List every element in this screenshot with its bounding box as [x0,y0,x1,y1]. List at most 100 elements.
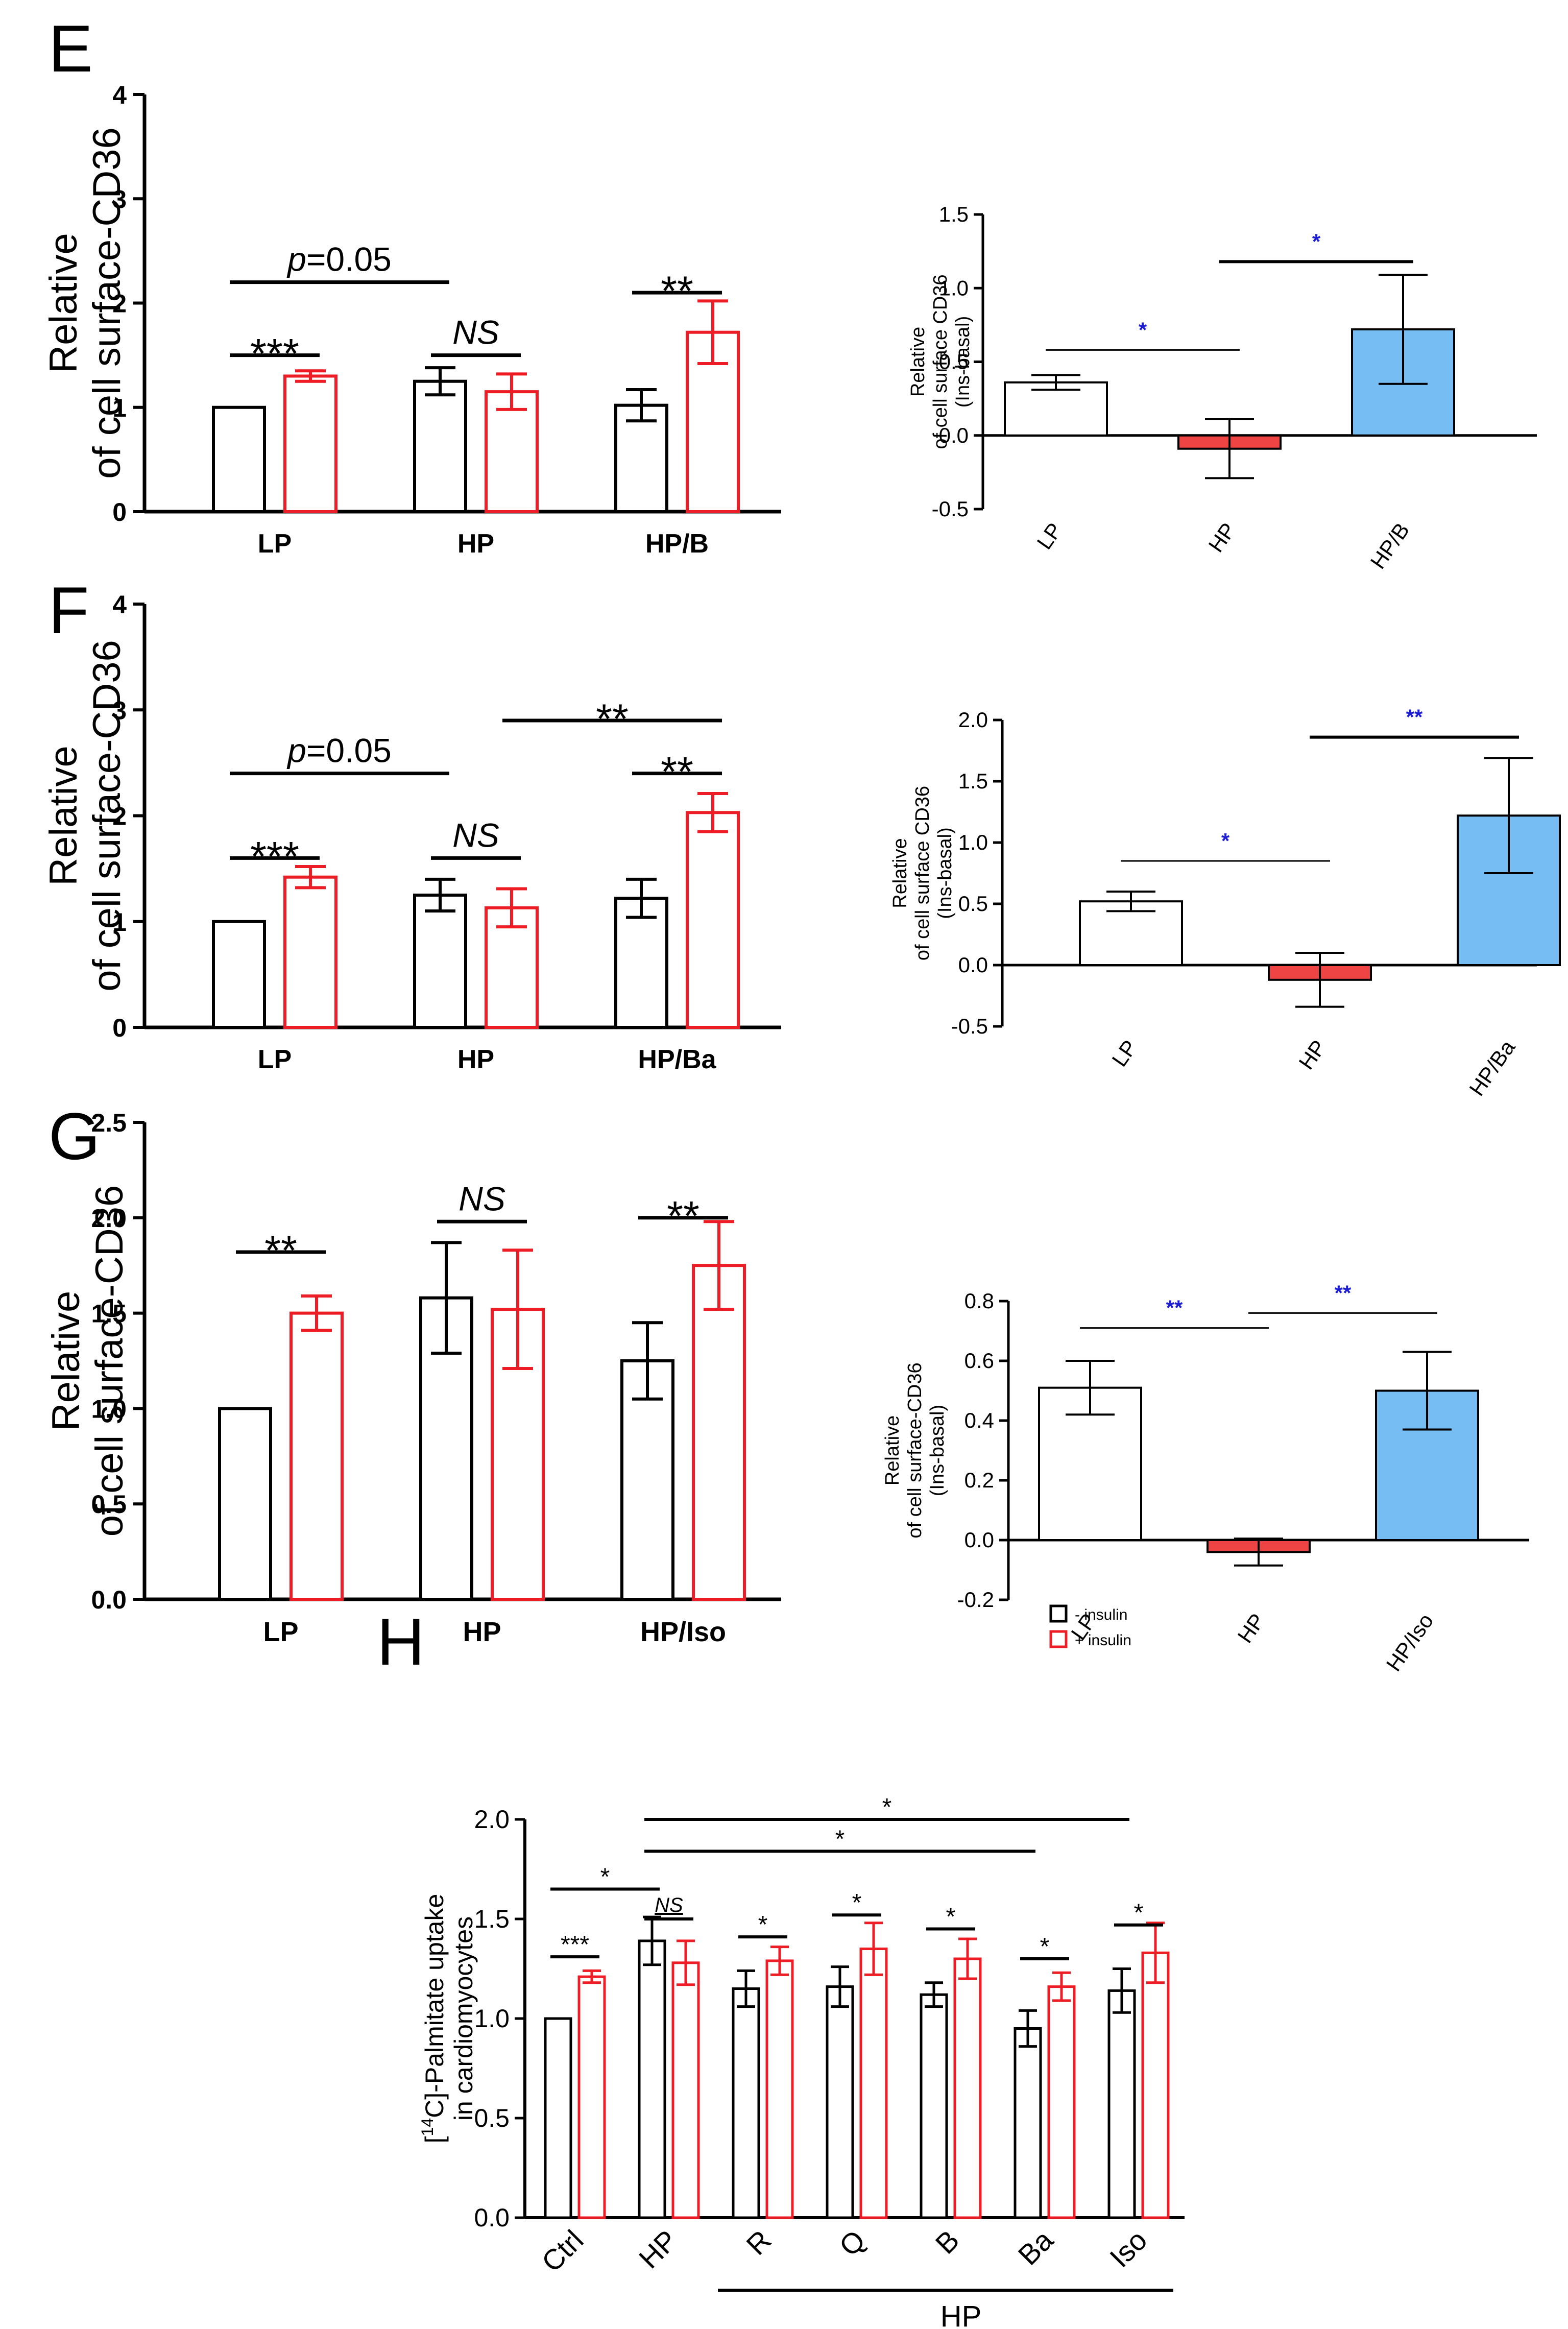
y-tick-label: 2.5 [91,1109,127,1137]
legend-swatch-minus-insulin [1049,1604,1068,1623]
x-tick-label: R [740,2224,777,2261]
bar-red-B [953,1957,982,2219]
panel-label-F: F [49,573,89,647]
y-tick-label: 0.0 [91,1586,127,1614]
chart-G-left: 0.0 0.5 1.0 1.5 2.0 2.5 Relativeof cell surfac… [44,1109,781,1647]
bar-black-LP [218,1407,272,1601]
y-axis-title-line: (Ins-basal) [952,316,974,408]
y-tick-label: 0.5 [939,350,969,374]
y-tick-label: 2.0 [474,1805,510,1834]
significance-stars: * [758,1911,768,1938]
y-tick-label: 3 [112,185,127,213]
x-tick-label: HP [463,1617,501,1647]
chart-F-left: 0 1 2 3 4 Relativeof cell surface-CD36 LP HP HP/… [42,590,781,1074]
panel-label-H: H [377,1604,425,1679]
x-tick-label: HP/B [645,529,709,559]
x-tick-label: Iso [1103,2224,1153,2273]
y-tick-label: 0.2 [964,1468,994,1492]
legend-label-minus-insulin: - insulin [1075,1606,1127,1623]
x-tick-label: LP [1032,518,1067,554]
y-axis-title-line: Relative [907,327,929,397]
y-tick-label: 0.0 [939,423,969,447]
y-tick-label: 1.0 [958,830,988,854]
bar-black-HP [413,893,467,1029]
y-tick-label: 1.5 [474,1905,510,1933]
bar-LP [1004,381,1108,437]
bar-black-Q [826,1985,854,2219]
significance-stars: * [1312,229,1321,253]
legend: - insulin + insulin [1049,1604,1131,1649]
panel-label-E: E [49,11,93,86]
y-tick-label: 0.4 [964,1408,994,1432]
panel-label-G: G [49,1099,100,1173]
bar-red-Iso [1141,1951,1170,2219]
y-axis-title-line: (Ins-basal) [934,827,956,919]
bar-red-R [765,1959,794,2219]
x-tick-label: LP [258,1045,292,1074]
y-tick-label: 1.0 [91,1395,127,1423]
significance-stars: * [600,1864,610,1891]
y-tick-label: -0.5 [951,1014,988,1038]
y-tick-label: 1.5 [91,1300,127,1328]
significance-label: NS [655,1894,683,1916]
y-tick-label: 0.0 [474,2203,510,2232]
bar-black-Ba [1014,2027,1042,2219]
significance-stars: *** [561,1931,589,1958]
x-tick-label: HP/Iso [1382,1609,1438,1675]
significance-stars: ** [667,1193,699,1240]
bar-black-R [732,1987,760,2219]
significance-stars: * [1134,1900,1144,1927]
bar-red-LP [283,374,337,513]
x-tick-label: LP [1107,1036,1142,1071]
chart-G-right: -0.2 0.0 0.2 0.4 0.6 0.8 Relativeof cell surfa… [882,1281,1529,1675]
bar-black-Ctrl [544,2017,572,2219]
legend-swatch-plus-insulin [1049,1630,1068,1648]
y-axis-title: Relativeof cell surface-CD36 [42,127,129,479]
bar-red-HP/Ba [686,811,740,1029]
significance-stars: * [946,1904,956,1931]
bar-black-HP [638,1939,666,2219]
bar-red-Ba [1047,1985,1076,2219]
y-tick-label: 1.0 [939,276,969,300]
p-value: =0.05 [306,732,392,770]
significance-label: NS [452,816,499,854]
significance-stars: ** [661,268,693,315]
legend-label-plus-insulin: + insulin [1075,1632,1131,1649]
chart-F-right: -0.5 0.0 0.5 1.0 1.5 2.0 Relativeof cell surfa… [889,705,1561,1100]
chart-E-right: -0.5 0.0 0.5 1.0 1.5 Relativeof cell surface … [907,202,1537,573]
y-axis-title-line: Relative [42,233,85,373]
y-axis-title-line-2: in cardiomyocytes [449,1916,478,2121]
y-tick-label: 2.0 [91,1204,127,1233]
y-axis-title: Relativeof cell surface-CD36 [42,640,129,992]
x-tick-label: HP [457,1045,494,1074]
significance-stars: ** [1335,1281,1352,1305]
y-axis-title: Relativeof cell surface-CD36 [44,1185,131,1537]
bar-red-HP [671,1961,700,2219]
significance-stars: * [1221,829,1230,853]
y-axis-title-line: of cell surface-CD36 [85,640,129,992]
y-tick-label: 0 [112,498,127,526]
p-symbol: p [286,732,306,770]
x-tick-label: B [929,2224,966,2260]
y-tick-label: -0.2 [957,1588,994,1612]
y-axis-title-bracket: [ [420,2136,449,2143]
y-axis-title-line: of cell surface-CD36 [88,1185,131,1537]
bar-black-HP/Iso [620,1359,674,1601]
y-axis-title: Relativeof cell surface-CD36(Ins-basal) [882,1362,948,1538]
x-tick-label: HP/B [1366,518,1414,573]
significance-stars: * [1139,318,1147,342]
y-tick-label: 0.5 [91,1490,127,1519]
y-tick-label: 3 [112,696,127,725]
y-tick-label: 1 [112,908,127,937]
x-tick-label: HP/Ba [1464,1036,1519,1100]
x-tick-label: HP [457,529,494,559]
significance-stars: ** [264,1228,297,1274]
bar-red-Ctrl [577,1975,606,2219]
y-tick-label: 2 [112,802,127,831]
y-tick-label: 2 [112,290,127,318]
y-tick-label: 1.0 [474,2004,510,2033]
bar-red-LP [283,875,337,1029]
y-tick-label: 4 [112,590,127,619]
x-tick-label: HP [1294,1036,1331,1074]
